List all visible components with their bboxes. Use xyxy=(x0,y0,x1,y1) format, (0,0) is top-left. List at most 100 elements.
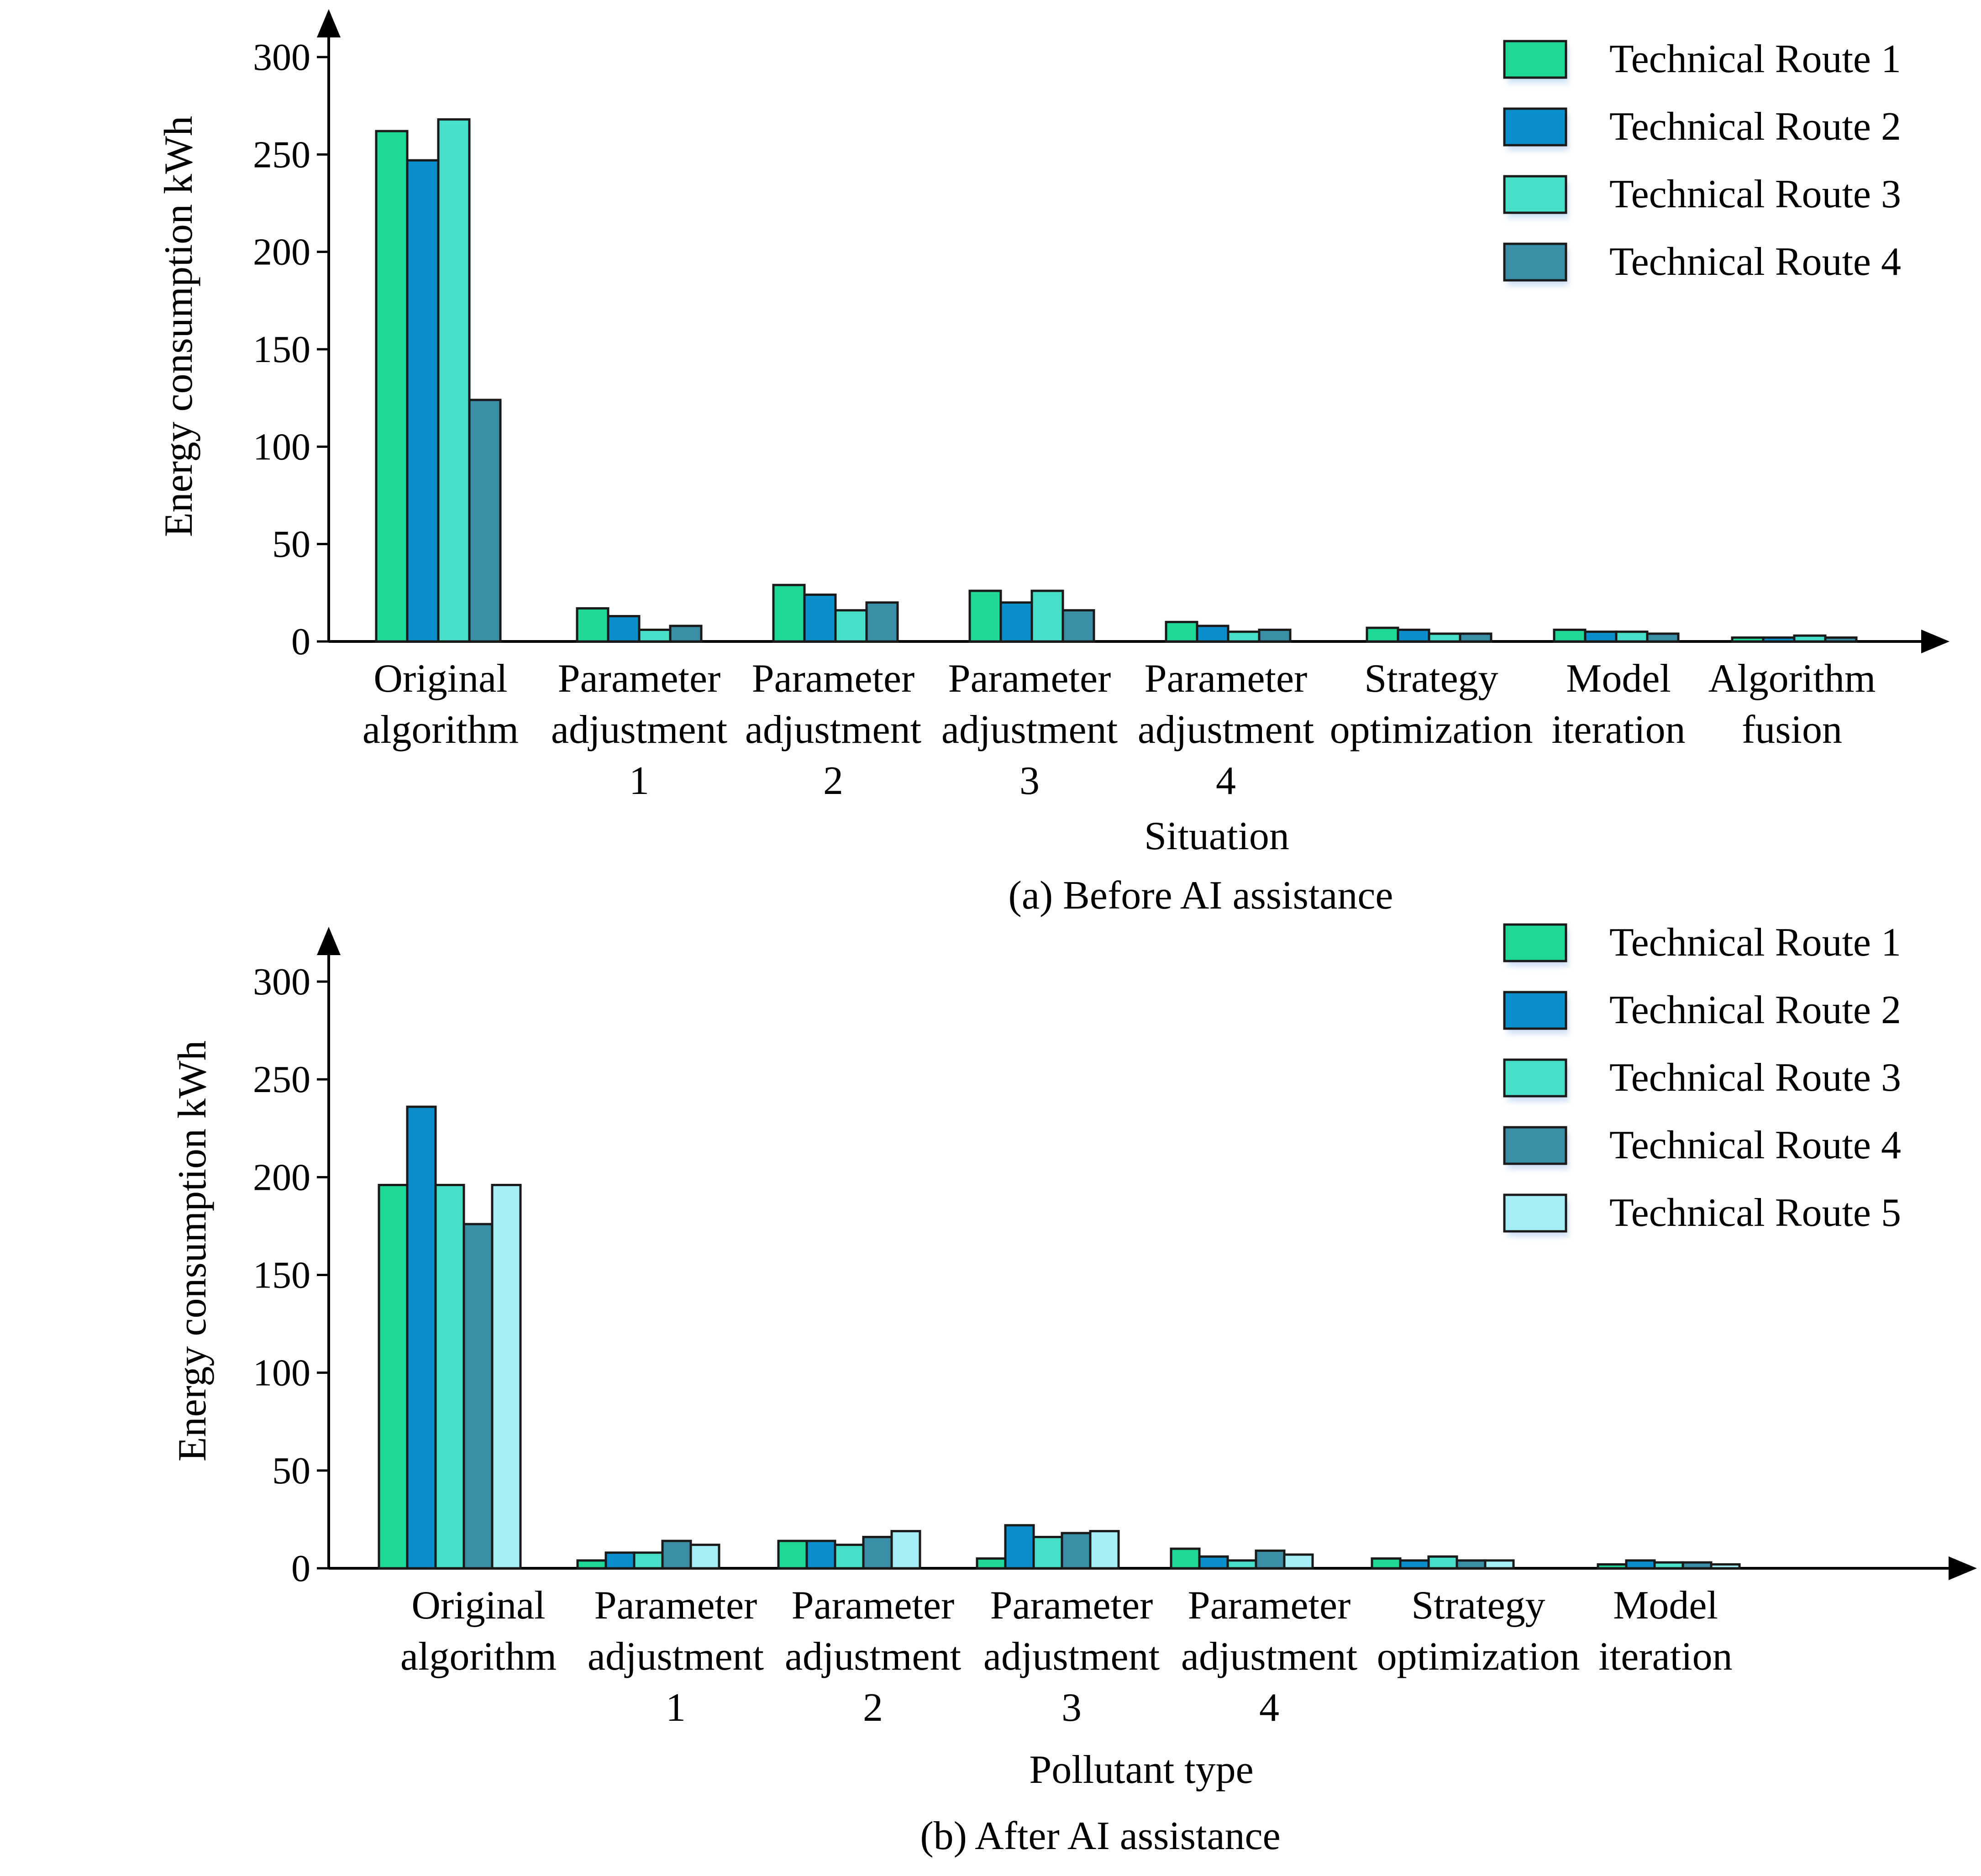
x-category-label-line: 2 xyxy=(823,759,843,803)
x-category-label: Parameter adjustment 4 xyxy=(1181,1583,1357,1730)
bar xyxy=(999,601,1033,643)
x-category-label-line: Original xyxy=(411,1583,545,1628)
bar xyxy=(661,1540,692,1570)
x-category-label: Model iteration xyxy=(1598,1583,1732,1679)
bar xyxy=(689,1544,720,1570)
x-category-label: Parameter adjustment 3 xyxy=(941,657,1118,803)
bar xyxy=(1371,1557,1402,1570)
x-category-label-line: 1 xyxy=(629,759,649,803)
x-category-label-line: optimization xyxy=(1330,708,1533,752)
bar xyxy=(1793,634,1827,643)
legend-label: Technical Route 1 xyxy=(1609,37,1901,81)
x-category-label-line: adjustment xyxy=(588,1634,764,1679)
legend-swatch xyxy=(1503,40,1567,79)
legend-label: Technical Route 4 xyxy=(1609,1123,1901,1167)
x-category-label-line: Parameter xyxy=(594,1583,757,1628)
bar xyxy=(468,399,502,643)
legend-label: Technical Route 1 xyxy=(1609,920,1901,965)
x-category-label-line: 4 xyxy=(1259,1686,1279,1730)
x-category-label-line: 1 xyxy=(666,1686,686,1730)
x-category-label: Original algorithm xyxy=(363,657,519,752)
bar xyxy=(1089,1530,1120,1570)
bar xyxy=(576,1559,607,1570)
bar xyxy=(1397,628,1430,643)
x-axis-title: Situation xyxy=(1144,814,1289,858)
bar xyxy=(1283,1553,1314,1570)
y-axis-title: Energy consumption kWh xyxy=(170,1040,215,1461)
legend-swatch xyxy=(1503,923,1567,962)
x-axis-arrow xyxy=(1949,1556,1977,1580)
x-category-label-line: adjustment xyxy=(785,1634,961,1679)
legend-swatch xyxy=(1503,991,1567,1030)
legend-swatch xyxy=(1503,242,1567,282)
bar xyxy=(1165,620,1198,643)
bar xyxy=(1681,1561,1713,1570)
legend-label: Technical Route 4 xyxy=(1609,240,1901,284)
bar xyxy=(1731,636,1765,643)
bar xyxy=(1710,1563,1741,1570)
x-category-label-line: adjustment xyxy=(983,1634,1160,1679)
x-category-label: Algorithm fusion xyxy=(1708,657,1876,752)
chart-after-ai-assistance: 0 50 100 150 200 250 300 Original algorithm Param… xyxy=(170,920,1977,1858)
bar xyxy=(1030,589,1064,643)
bar xyxy=(1762,636,1796,643)
bar xyxy=(607,615,641,643)
bar xyxy=(862,1535,893,1570)
x-category-label-line: Model xyxy=(1566,657,1671,701)
bar xyxy=(1258,628,1292,643)
y-tick-label: 300 xyxy=(253,36,310,79)
bar xyxy=(1170,1547,1201,1570)
bar xyxy=(1646,632,1680,643)
x-category-label-line: adjustment xyxy=(941,708,1118,752)
x-category-label-line: algorithm xyxy=(363,708,519,752)
bar xyxy=(1428,632,1461,643)
bar xyxy=(1459,632,1492,643)
bar xyxy=(1198,1555,1229,1570)
y-tick-label: 100 xyxy=(253,426,310,468)
y-tick-label: 250 xyxy=(253,1058,310,1101)
bar xyxy=(968,589,1002,643)
legend-swatch xyxy=(1503,107,1567,147)
legend-label: Technical Route 3 xyxy=(1609,172,1901,216)
x-category-label-line: algorithm xyxy=(400,1634,557,1679)
x-category-label-line: 4 xyxy=(1216,759,1236,803)
y-axis-title: Energy consumption kWh xyxy=(157,116,201,537)
x-category-label: Strategy optimization xyxy=(1377,1583,1580,1679)
x-category-label: Strategy optimization xyxy=(1330,657,1533,752)
bar xyxy=(1196,625,1230,643)
bar xyxy=(1484,1559,1515,1570)
x-category-label-line: Parameter xyxy=(990,1583,1153,1628)
bar xyxy=(406,1105,437,1570)
x-category-label-line: Parameter xyxy=(752,657,915,701)
y-tick-label: 150 xyxy=(253,1254,310,1297)
x-category-label-line: iteration xyxy=(1551,708,1685,752)
bar xyxy=(1061,609,1095,643)
bar xyxy=(406,159,440,643)
x-category-label-line: Parameter xyxy=(1145,657,1308,701)
y-tick-label: 100 xyxy=(253,1352,310,1394)
bar xyxy=(1615,631,1649,643)
bar xyxy=(1456,1559,1487,1570)
bar xyxy=(890,1530,921,1570)
y-tick-label: 0 xyxy=(291,1547,310,1590)
bar xyxy=(437,118,471,643)
x-category-label-line: Parameter xyxy=(948,657,1111,701)
x-category-label-line: 3 xyxy=(1019,759,1040,803)
x-category-label-line: adjustment xyxy=(551,708,727,752)
bar xyxy=(1255,1549,1286,1570)
bar xyxy=(1366,626,1399,643)
y-axis-arrow xyxy=(317,927,341,955)
y-tick-label: 200 xyxy=(253,1156,310,1198)
bar xyxy=(1824,636,1858,643)
x-category-label-line: Parameter xyxy=(792,1583,955,1628)
y-tick-label: 150 xyxy=(253,328,310,371)
bar xyxy=(1399,1559,1430,1570)
bar xyxy=(772,583,806,643)
x-category-label: Parameter adjustment 2 xyxy=(785,1583,961,1730)
y-axis-arrow xyxy=(317,9,341,37)
legend-label: Technical Route 5 xyxy=(1609,1191,1901,1235)
x-category-label-line: optimization xyxy=(1377,1634,1580,1679)
figure-caption: (b) After AI assistance xyxy=(920,1814,1280,1858)
x-category-label-line: fusion xyxy=(1742,708,1842,752)
y-tick-label: 0 xyxy=(291,620,310,663)
